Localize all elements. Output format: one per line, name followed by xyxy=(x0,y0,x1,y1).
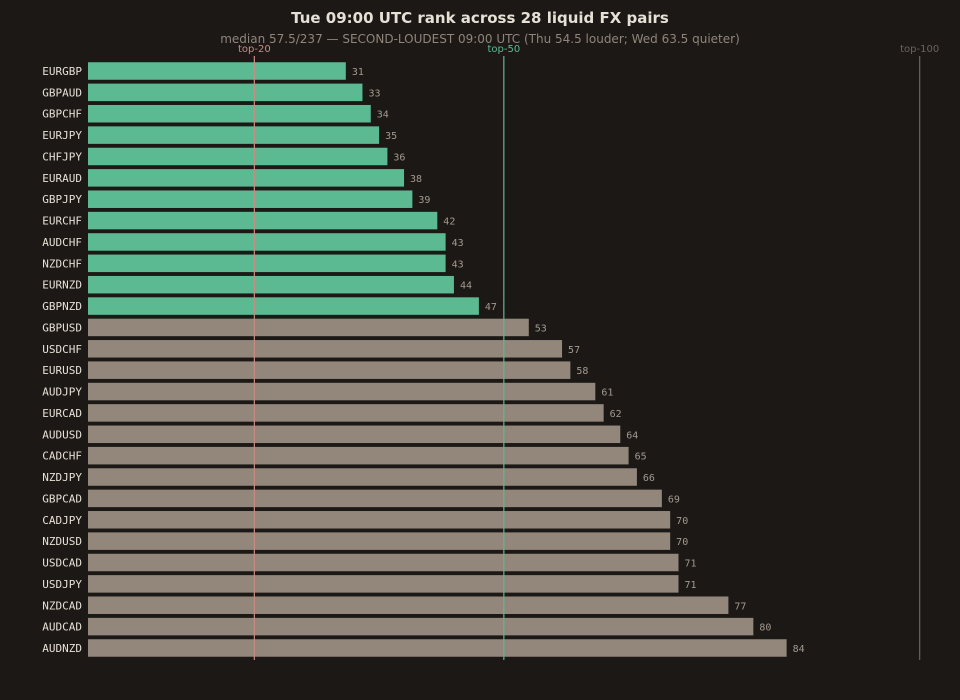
bar-gbpchf xyxy=(88,104,371,123)
category-label-chfjpy: CHFJPY xyxy=(42,150,82,163)
reference-label-top-100: top-100 xyxy=(900,44,939,55)
category-label-usdjpy: USDJPY xyxy=(42,578,82,591)
bar-chfjpy xyxy=(88,147,388,166)
value-label-cadjpy: 70 xyxy=(676,516,688,527)
value-label-usdcad: 71 xyxy=(685,559,697,570)
bar-gbpaud xyxy=(88,83,363,102)
value-label-nzdusd: 70 xyxy=(676,537,688,548)
category-label-audcad: AUDCAD xyxy=(42,621,82,634)
category-label-usdcad: USDCAD xyxy=(42,557,82,570)
chart-title: Tue 09:00 UTC rank across 28 liquid FX p… xyxy=(291,9,669,27)
value-label-eurnzd: 44 xyxy=(460,281,472,292)
category-label-nzdcad: NZDCAD xyxy=(42,599,82,612)
category-label-nzdusd: NZDUSD xyxy=(42,535,82,548)
category-label-nzdchf: NZDCHF xyxy=(42,257,82,270)
category-label-eurcad: EURCAD xyxy=(42,407,82,420)
value-label-usdchf: 57 xyxy=(568,345,580,356)
bar-nzdusd xyxy=(88,532,671,550)
value-label-cadchf: 65 xyxy=(635,452,647,463)
value-label-eurcad: 62 xyxy=(610,409,622,420)
category-label-eurusd: EURUSD xyxy=(42,364,82,377)
category-label-gbpcad: GBPCAD xyxy=(42,492,82,505)
bar-audnzd xyxy=(88,639,787,657)
value-label-usdjpy: 71 xyxy=(685,580,697,591)
category-label-nzdjpy: NZDJPY xyxy=(42,471,82,484)
category-label-eurnzd: EURNZD xyxy=(42,279,82,292)
value-label-eurusd: 58 xyxy=(576,366,588,377)
category-label-eurgbp: EURGBP xyxy=(42,65,82,78)
category-label-gbpusd: GBPUSD xyxy=(42,321,82,334)
value-label-euraud: 38 xyxy=(410,174,422,185)
chart-subtitle: median 57.5/237 — SECOND-LOUDEST 09:00 U… xyxy=(220,32,740,46)
value-label-eurgbp: 31 xyxy=(352,67,364,78)
category-label-gbpnzd: GBPNZD xyxy=(42,300,82,313)
category-label-cadchf: CADCHF xyxy=(42,450,82,463)
value-label-audjpy: 61 xyxy=(601,388,613,399)
category-label-audjpy: AUDJPY xyxy=(42,386,82,399)
bar-cadjpy xyxy=(88,511,671,529)
value-label-gbpusd: 53 xyxy=(535,323,547,334)
bar-audchf xyxy=(88,233,446,251)
reference-label-top-50: top-50 xyxy=(487,44,520,55)
category-label-euraud: EURAUD xyxy=(42,172,82,185)
category-label-eurchf: EURCHF xyxy=(42,215,82,228)
bar-eurusd xyxy=(88,361,571,379)
category-label-audusd: AUDUSD xyxy=(42,428,82,441)
bar-eurcad xyxy=(88,404,604,422)
bar-eurnzd xyxy=(88,275,454,294)
category-label-gbpjpy: GBPJPY xyxy=(42,193,82,206)
category-label-audchf: AUDCHF xyxy=(42,236,82,249)
category-label-usdchf: USDCHF xyxy=(42,343,82,356)
bar-gbpjpy xyxy=(88,190,413,208)
value-label-audnzd: 84 xyxy=(793,644,805,655)
category-label-audnzd: AUDNZD xyxy=(42,642,82,655)
bar-gbpusd xyxy=(88,318,529,337)
category-label-gbpaud: GBPAUD xyxy=(42,86,82,99)
bar-gbpcad xyxy=(88,489,662,508)
bar-eurchf xyxy=(88,211,438,230)
bar-nzdcad xyxy=(88,596,729,614)
value-label-nzdchf: 43 xyxy=(452,259,464,270)
value-label-eurjpy: 35 xyxy=(385,131,397,142)
bar-euraud xyxy=(88,169,405,187)
reference-label-top-20: top-20 xyxy=(238,44,271,55)
value-label-gbpaud: 33 xyxy=(368,88,380,99)
bar-audcad xyxy=(88,617,754,636)
bar-audjpy xyxy=(88,382,596,401)
value-label-gbpcad: 69 xyxy=(668,494,680,505)
bar-eurjpy xyxy=(88,126,380,144)
bar-usdjpy xyxy=(88,575,679,593)
value-label-eurchf: 42 xyxy=(443,217,455,228)
category-label-gbpchf: GBPCHF xyxy=(42,108,82,121)
value-label-audcad: 80 xyxy=(759,623,771,634)
bar-usdcad xyxy=(88,553,679,572)
value-label-gbpnzd: 47 xyxy=(485,302,497,313)
bar-gbpnzd xyxy=(88,297,479,315)
value-label-chfjpy: 36 xyxy=(393,152,405,163)
value-label-nzdcad: 77 xyxy=(734,601,746,612)
value-label-nzdjpy: 66 xyxy=(643,473,655,484)
value-label-gbpjpy: 39 xyxy=(418,195,430,206)
bar-usdchf xyxy=(88,340,563,358)
bar-eurgbp xyxy=(88,62,346,80)
category-label-cadjpy: CADJPY xyxy=(42,514,82,527)
bar-cadchf xyxy=(88,446,629,465)
bar-nzdjpy xyxy=(88,468,637,486)
value-label-gbpchf: 34 xyxy=(377,110,389,121)
bar-audusd xyxy=(88,425,621,444)
bar-nzdchf xyxy=(88,254,446,273)
category-label-eurjpy: EURJPY xyxy=(42,129,82,142)
value-label-audchf: 43 xyxy=(452,238,464,249)
value-label-audusd: 64 xyxy=(626,430,638,441)
